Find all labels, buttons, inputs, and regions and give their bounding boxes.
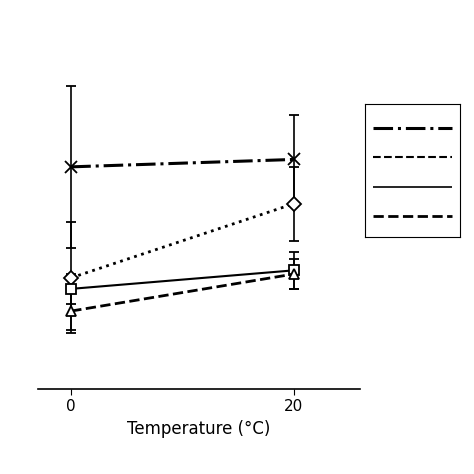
- X-axis label: Temperature (°C): Temperature (°C): [128, 419, 271, 438]
